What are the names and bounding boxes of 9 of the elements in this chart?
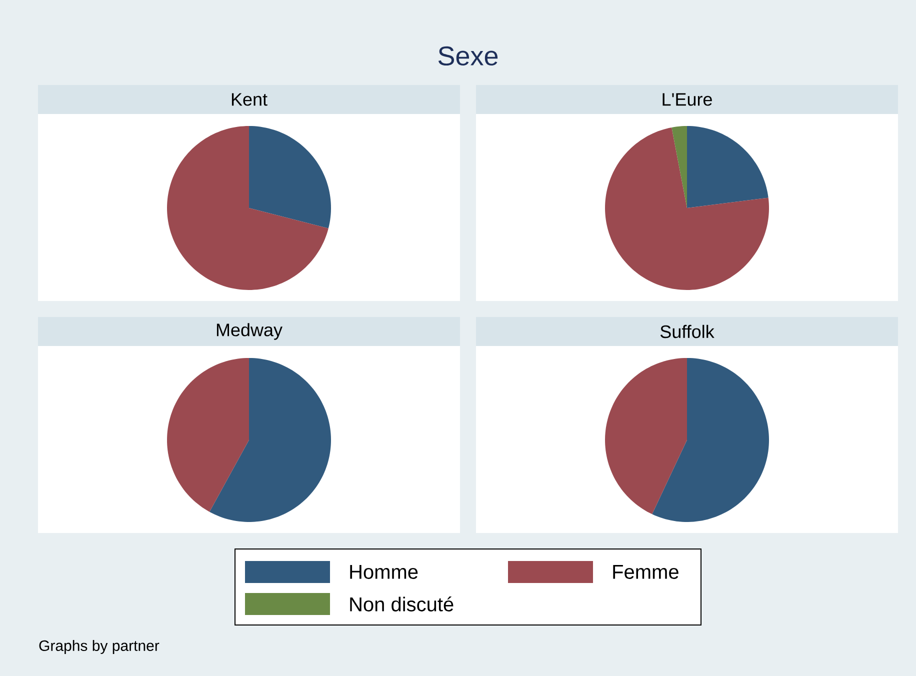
- legend-label: Femme: [613, 565, 678, 579]
- chart-title: Kent: [232, 93, 268, 106]
- legend-label: Non discuté: [350, 596, 454, 612]
- text: Graphs by partner: [39, 640, 160, 654]
- chart-title: Medway: [216, 323, 282, 340]
- text: Sexe: [438, 46, 498, 66]
- legend-label: Homme: [350, 565, 418, 579]
- chart-title: Suffolk: [660, 324, 714, 338]
- chart-title: L'Eure: [662, 93, 712, 106]
